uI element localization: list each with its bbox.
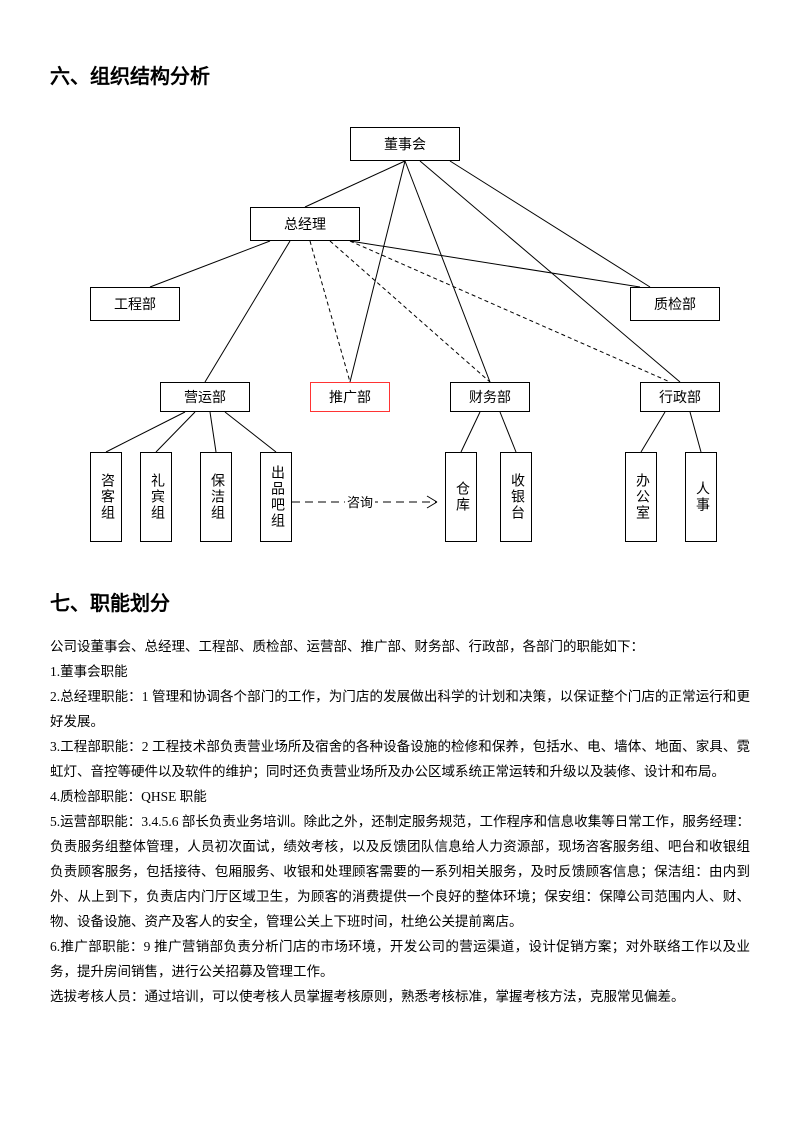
- node-admin: 行政部: [640, 382, 720, 412]
- org-chart: 董事会 总经理 工程部 质检部 营运部 推广部 财务部 行政部 咨客组 礼宾组 …: [50, 107, 750, 567]
- node-bar: 出品吧组: [260, 452, 292, 542]
- body-p3: 3.工程部职能：2 工程技术部负责营业场所及宿舍的各种设备设施的检修和保养，包括…: [50, 734, 750, 784]
- node-board: 董事会: [350, 127, 460, 161]
- node-promo: 推广部: [310, 382, 390, 412]
- section-7-title: 七、职能划分: [50, 587, 750, 616]
- node-clean: 保洁组: [200, 452, 232, 542]
- body-intro: 公司设董事会、总经理、工程部、质检部、运营部、推广部、财务部、行政部，各部门的职…: [50, 634, 750, 659]
- body-p7: 选拔考核人员：通过培训，可以使考核人员掌握考核原则，熟悉考核标准，掌握考核方法，…: [50, 984, 750, 1009]
- body-p6: 6.推广部职能：9 推广营销部负责分析门店的市场环境，开发公司的营运渠道，设计促…: [50, 934, 750, 984]
- node-qc: 质检部: [630, 287, 720, 321]
- node-office: 办公室: [625, 452, 657, 542]
- node-fin: 财务部: [450, 382, 530, 412]
- body-p5: 5.运营部职能：3.4.5.6 部长负责业务培训。除此之外，还制定服务规范，工作…: [50, 809, 750, 934]
- node-hr: 人事: [685, 452, 717, 542]
- node-wh: 仓库: [445, 452, 477, 542]
- section-6-title: 六、组织结构分析: [50, 60, 750, 89]
- node-gm: 总经理: [250, 207, 360, 241]
- node-etq: 礼宾组: [140, 452, 172, 542]
- node-cash: 收银台: [500, 452, 532, 542]
- body-p4: 4.质检部职能：QHSE 职能: [50, 784, 750, 809]
- node-cust: 咨客组: [90, 452, 122, 542]
- node-ops: 营运部: [160, 382, 250, 412]
- node-eng: 工程部: [90, 287, 180, 321]
- arrow-label: 咨询: [345, 492, 375, 511]
- body-text: 公司设董事会、总经理、工程部、质检部、运营部、推广部、财务部、行政部，各部门的职…: [50, 634, 750, 1009]
- body-p2: 2.总经理职能：1 管理和协调各个部门的工作，为门店的发展做出科学的计划和决策，…: [50, 684, 750, 734]
- body-p1: 1.董事会职能: [50, 659, 750, 684]
